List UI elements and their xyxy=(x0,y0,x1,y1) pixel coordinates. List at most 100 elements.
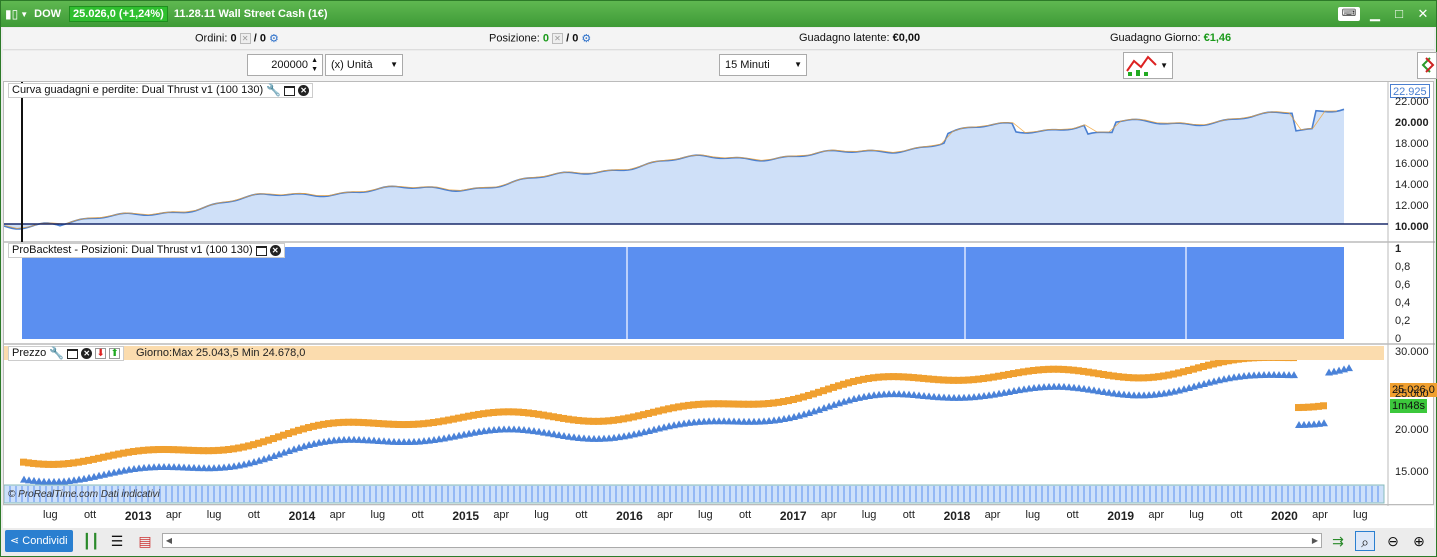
long-marker xyxy=(410,420,417,428)
long-marker xyxy=(660,406,667,414)
long-marker xyxy=(690,401,697,409)
volume-ticks xyxy=(9,486,1379,502)
long-marker xyxy=(525,409,532,417)
short-marker xyxy=(1085,385,1093,393)
horizontal-scrollbar[interactable]: ◀ ▶ xyxy=(162,533,1322,548)
position-tick-label: 1 xyxy=(1395,243,1402,255)
minimize-button[interactable]: ▁ xyxy=(1370,6,1380,21)
short-marker xyxy=(550,430,558,438)
close-position-icon[interactable]: ✕ xyxy=(552,33,564,44)
long-marker xyxy=(995,372,1002,380)
long-marker xyxy=(195,447,202,455)
short-marker xyxy=(945,393,953,401)
short-marker xyxy=(1070,383,1078,391)
short-marker xyxy=(575,433,583,441)
long-marker xyxy=(280,431,287,439)
long-marker xyxy=(545,412,552,420)
zoom-fit-icon[interactable]: ⌕ xyxy=(1355,531,1375,551)
buy-icon[interactable]: ⬆ xyxy=(109,348,121,359)
chart-area[interactable]: Curva guadagni e perdite: Dual Thrust v1… xyxy=(3,81,1437,506)
equity-pane-label[interactable]: Curva guadagni e perdite: Dual Thrust v1… xyxy=(8,83,314,98)
unit-select[interactable]: (x) Unità ▼ xyxy=(325,54,403,76)
dropdown-arrow-icon[interactable]: ▼ xyxy=(20,9,29,19)
long-marker xyxy=(550,413,557,421)
long-marker xyxy=(1175,369,1182,377)
close-button[interactable]: ✕ xyxy=(1417,6,1429,21)
sell-icon[interactable]: ⬇ xyxy=(95,348,107,359)
long-marker xyxy=(500,408,507,416)
last-price-badge: 25.026,0 xyxy=(1390,383,1437,397)
chart-type-icon[interactable]: ▮▯ xyxy=(5,7,19,21)
long-marker xyxy=(510,408,517,416)
short-marker xyxy=(555,431,563,439)
long-marker xyxy=(940,376,947,384)
long-marker xyxy=(625,414,632,422)
wrench-icon[interactable]: 🔧 xyxy=(266,83,282,97)
long-marker xyxy=(40,460,47,468)
gear-icon[interactable]: ⚙ xyxy=(269,33,279,45)
long-marker xyxy=(760,400,767,408)
long-marker xyxy=(1075,367,1082,375)
close-icon[interactable]: ✕ xyxy=(298,85,310,96)
long-marker xyxy=(970,376,977,384)
time-axis[interactable]: lug ott 2013 apr lug ott 2014 apr lug ott 2015 apr l… xyxy=(3,506,1434,528)
maximize-button[interactable]: □ xyxy=(1395,6,1403,21)
instrument-title: 11.28.11 Wall Street Cash (1€) xyxy=(173,8,328,20)
long-marker xyxy=(45,460,52,468)
orderbook-icon[interactable]: ▤ xyxy=(138,533,152,549)
quantity-input[interactable]: 200000 ▲ ▼ xyxy=(247,54,323,76)
timeframe-select[interactable]: 15 Minuti ▼ xyxy=(719,54,807,76)
long-marker xyxy=(845,379,852,387)
long-marker xyxy=(440,417,447,425)
long-marker xyxy=(1315,402,1322,410)
list-icon[interactable]: ☰ xyxy=(110,533,124,549)
equity-curve xyxy=(4,108,1345,230)
positions-pane-label[interactable]: ProBacktest - Posizioni: Dual Thrust v1 … xyxy=(8,243,285,258)
long-marker xyxy=(60,460,67,468)
short-marker xyxy=(950,393,958,401)
long-marker xyxy=(670,404,677,412)
gear-icon[interactable]: ⚙ xyxy=(581,33,592,45)
auto-scroll-icon[interactable]: ⇉ xyxy=(1332,533,1344,549)
long-marker xyxy=(275,433,282,441)
wrench-icon[interactable]: 🔧 xyxy=(49,346,65,360)
window-icon[interactable] xyxy=(284,85,296,96)
short-marker xyxy=(725,417,733,425)
short-marker xyxy=(200,464,208,472)
long-marker xyxy=(235,444,242,452)
scroll-right-arrow[interactable]: ▶ xyxy=(1311,536,1319,545)
window-icon[interactable] xyxy=(67,348,79,359)
long-marker xyxy=(170,446,177,454)
long-marker xyxy=(885,373,892,381)
indicators-icon xyxy=(1126,55,1157,76)
price-pane-label[interactable]: Prezzo 🔧 ✕ ⬇ ⬆ xyxy=(8,346,125,361)
window-icon[interactable] xyxy=(255,245,267,256)
long-marker xyxy=(1150,373,1157,381)
close-icon[interactable]: ✕ xyxy=(269,245,281,256)
year-label: 2015 xyxy=(452,509,480,523)
long-marker xyxy=(1215,359,1222,367)
month-label: lug xyxy=(43,509,58,521)
chart-style-icon[interactable]: ┃┃ xyxy=(82,533,100,549)
long-marker xyxy=(270,435,277,443)
long-marker xyxy=(155,446,162,454)
long-marker xyxy=(420,420,427,428)
symbol-label[interactable]: DOW xyxy=(34,8,62,20)
long-marker xyxy=(185,446,192,454)
zoom-out-icon[interactable]: ⊖ xyxy=(1387,533,1399,549)
cancel-orders-icon[interactable]: ✕ xyxy=(239,33,251,44)
stepper-icon[interactable]: ▲ ▼ xyxy=(311,57,318,73)
zoom-in-icon[interactable]: ⊕ xyxy=(1413,533,1425,549)
indicator-button[interactable]: ▼ xyxy=(1123,52,1173,79)
scroll-left-arrow[interactable]: ◀ xyxy=(165,536,173,545)
chart-canvas[interactable] xyxy=(4,82,1435,506)
year-label: 2020 xyxy=(1271,509,1298,523)
keyboard-icon[interactable]: ⌨ xyxy=(1338,6,1360,21)
close-icon[interactable]: ✕ xyxy=(81,348,93,359)
short-marker xyxy=(1270,370,1278,378)
share-button[interactable]: ⋖ Condividi xyxy=(5,530,73,552)
long-marker xyxy=(960,376,967,384)
short-marker xyxy=(930,392,938,400)
long-marker xyxy=(520,408,527,416)
side-panel-toggle[interactable] xyxy=(1417,52,1437,79)
